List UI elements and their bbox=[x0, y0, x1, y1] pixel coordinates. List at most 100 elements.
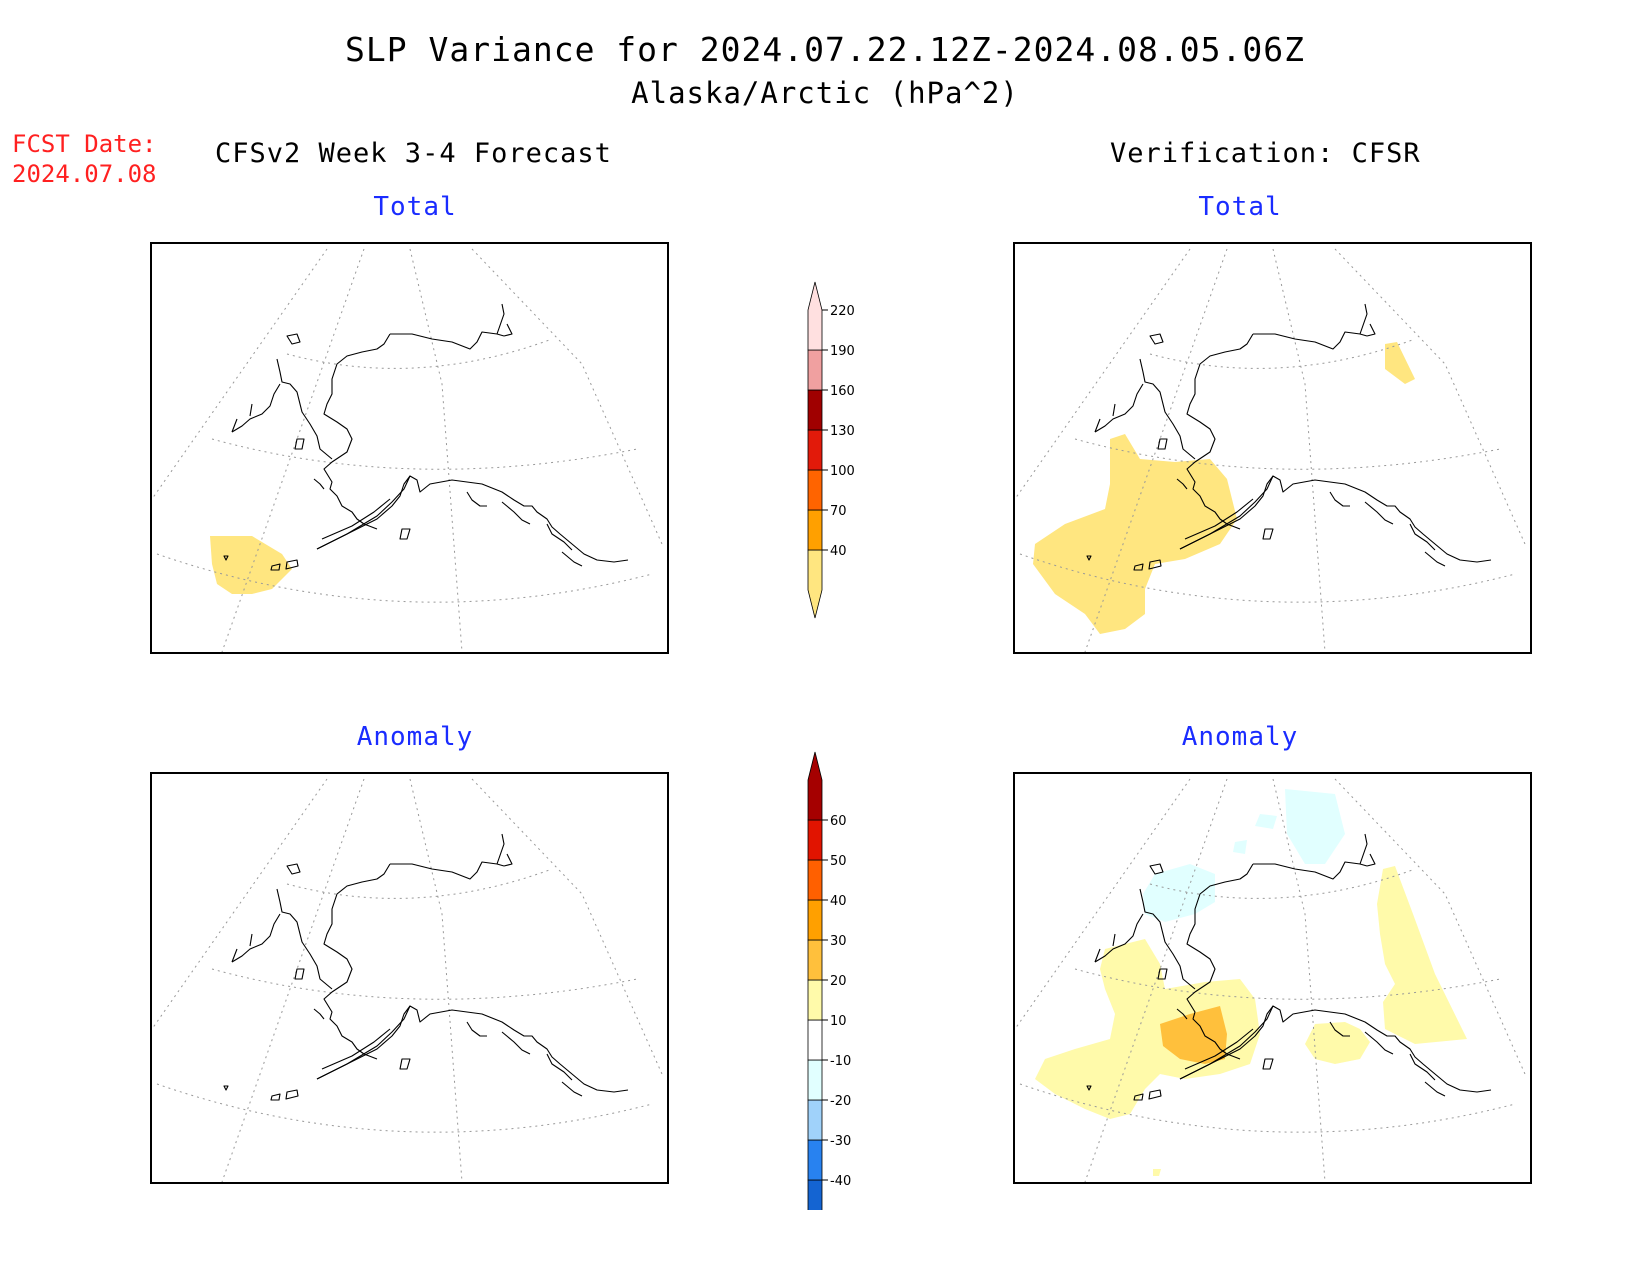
graticule-line bbox=[1074, 968, 1501, 1000]
coastline-segment bbox=[501, 1031, 531, 1055]
graticule-line bbox=[1334, 248, 1526, 545]
coastline-segment bbox=[276, 888, 333, 990]
coastline-segment bbox=[1176, 1008, 1188, 1020]
graticule-line bbox=[156, 1083, 653, 1133]
coastline-segment bbox=[496, 303, 513, 337]
coastline-segment bbox=[323, 333, 391, 530]
coastline-segment bbox=[1139, 888, 1196, 990]
coastline-segment bbox=[270, 1093, 281, 1101]
graticule-line bbox=[1149, 338, 1416, 369]
colorbar-tick-label: 190 bbox=[830, 344, 855, 359]
colorbar-segment bbox=[807, 349, 823, 391]
coastline-segment bbox=[561, 1081, 583, 1097]
fcst-date-value: 2024.07.08 bbox=[12, 160, 157, 188]
coastline bbox=[223, 303, 629, 571]
graticule-line bbox=[471, 248, 663, 545]
anomaly-shade-negative bbox=[1255, 814, 1277, 829]
coastline-segment bbox=[316, 1005, 411, 1080]
coastline bbox=[1086, 833, 1492, 1101]
coastline-segment bbox=[294, 438, 305, 450]
colorbar-tick-label: -30 bbox=[830, 1134, 851, 1149]
coastline-segment bbox=[1184, 1028, 1254, 1070]
variance-shade bbox=[1033, 434, 1237, 634]
coastline-segment bbox=[390, 331, 505, 350]
graticule-line bbox=[1272, 248, 1326, 652]
coastline-segment bbox=[399, 528, 411, 540]
coastline-segment bbox=[546, 1053, 573, 1081]
colorbar-tick-label: -40 bbox=[830, 1174, 851, 1189]
panel-title-verification-total: Total bbox=[1198, 192, 1282, 222]
column-heading-forecast: CFSv2 Week 3-4 Forecast bbox=[215, 138, 612, 169]
coastline-segment bbox=[1424, 1081, 1446, 1097]
coastline-segment bbox=[285, 559, 299, 570]
coastline-segment bbox=[1359, 833, 1376, 867]
coastline-segment bbox=[1179, 475, 1274, 550]
graticule-line bbox=[211, 968, 638, 1000]
coastline-segment bbox=[231, 933, 253, 963]
coastline-segment bbox=[1179, 1005, 1274, 1080]
coastline-segment bbox=[1409, 523, 1436, 551]
coastline bbox=[1086, 303, 1492, 571]
coastline-segment bbox=[1262, 1058, 1274, 1070]
coastline-segment bbox=[561, 551, 583, 567]
chart-title: SLP Variance for 2024.07.22.12Z-2024.08.… bbox=[345, 30, 1305, 69]
coastline-segment bbox=[1364, 1031, 1394, 1055]
graticule-line bbox=[211, 438, 638, 470]
coastline-segment bbox=[1184, 498, 1254, 540]
anomaly-shade-negative bbox=[1233, 840, 1247, 854]
lat-lon-grid bbox=[152, 248, 663, 652]
coastline-segment bbox=[1329, 491, 1350, 507]
lat-lon-grid bbox=[1015, 778, 1526, 1182]
lat-lon-grid bbox=[152, 778, 663, 1182]
graticule-line bbox=[152, 248, 328, 500]
colorbar-segment bbox=[807, 509, 823, 551]
shading-layer bbox=[210, 536, 292, 594]
colorbar-tick-label: -10 bbox=[830, 1054, 851, 1069]
fcst-date-label: FCST Date: bbox=[12, 130, 157, 158]
colorbar-segment bbox=[807, 819, 823, 861]
coastline-segment bbox=[1359, 303, 1376, 337]
colorbar-tick-label: 160 bbox=[830, 384, 855, 399]
coastline-segment bbox=[223, 1085, 229, 1091]
anomaly-shade-positive bbox=[1305, 1022, 1370, 1064]
colorbar-tick-label: 130 bbox=[830, 424, 855, 439]
coastline-segment bbox=[1094, 913, 1144, 963]
coastline-segment bbox=[1329, 1021, 1350, 1037]
graticule-line bbox=[409, 248, 463, 652]
graticule-line bbox=[1074, 438, 1501, 470]
coastline-segment bbox=[501, 501, 531, 525]
coastline-segment bbox=[286, 863, 301, 875]
colorbar-total: 40 70 100 130 160 190 220 bbox=[790, 280, 890, 620]
coastline-segment bbox=[1094, 933, 1116, 963]
coastline-segment bbox=[1139, 358, 1196, 460]
column-heading-verification: Verification: CFSR bbox=[1110, 138, 1421, 169]
coastline-segment bbox=[1409, 1053, 1436, 1081]
colorbar-tick-label: 30 bbox=[830, 934, 847, 949]
map-panel-forecast-anomaly bbox=[150, 772, 669, 1184]
colorbar-tick-label: 60 bbox=[830, 814, 847, 829]
graticule-line bbox=[152, 778, 328, 1030]
coastline-segment bbox=[321, 1028, 391, 1070]
variance-shade bbox=[210, 536, 292, 594]
coastline-segment bbox=[1149, 863, 1164, 875]
graticule-line bbox=[471, 778, 663, 1075]
colorbar-segment bbox=[807, 1179, 823, 1249]
colorbar-tick-label: 70 bbox=[830, 504, 847, 519]
coastline-segment bbox=[1253, 861, 1368, 880]
coastline-segment bbox=[1186, 863, 1254, 1060]
coastline-segment bbox=[323, 863, 391, 1060]
coastline-segment bbox=[231, 383, 281, 433]
map-panel-verification-total bbox=[1013, 242, 1532, 654]
coastline-segment bbox=[1253, 331, 1368, 350]
chart-subtitle: Alaska/Arctic (hPa^2) bbox=[631, 76, 1019, 110]
coastline-segment bbox=[1424, 551, 1446, 567]
coastline-segment bbox=[285, 1089, 299, 1100]
colorbar-tick-label: 100 bbox=[830, 464, 855, 479]
anomaly-shade-moderate bbox=[1160, 1006, 1227, 1064]
coastline-segment bbox=[270, 563, 281, 571]
coastline-segment bbox=[1364, 501, 1394, 525]
coastline-segment bbox=[546, 523, 573, 551]
colorbar-segment bbox=[807, 389, 823, 431]
graticule-line bbox=[409, 778, 463, 1182]
coastline-segment bbox=[1094, 403, 1116, 433]
